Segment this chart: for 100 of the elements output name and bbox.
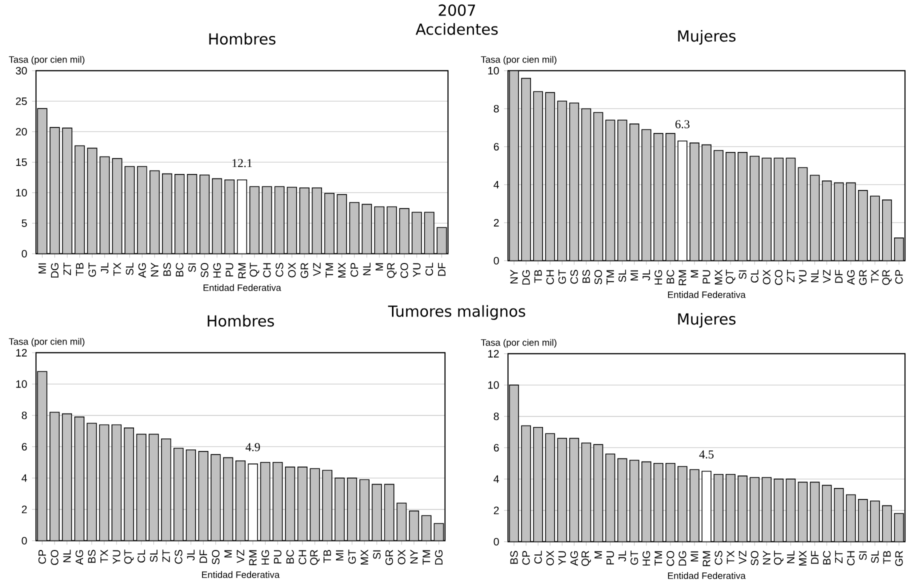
x-tick-label: M — [376, 263, 384, 270]
x-tick-label: RM — [238, 263, 246, 278]
x-tick-label: BS — [88, 550, 96, 563]
x-tick-label: JL — [618, 550, 626, 562]
x-tick-label: SL — [618, 270, 626, 282]
x-tick-label: AG — [138, 262, 146, 278]
x-tick-label: ZT — [162, 549, 170, 562]
y-tick-label: 4 — [22, 474, 27, 482]
x-tick-label: JL — [100, 262, 108, 274]
x-tick-label: MX — [714, 269, 722, 284]
x-axis-title: Entidad Federativa — [202, 570, 280, 578]
x-tick-label: QT — [250, 262, 260, 276]
text: Accidentes — [416, 22, 498, 35]
x-tick-label: DF — [835, 270, 843, 283]
x-tick-label: GT — [88, 262, 96, 276]
x-tick-label: MI — [336, 550, 344, 560]
y-tick-label: 2 — [494, 506, 499, 514]
x-tick-label: NL — [787, 550, 794, 563]
x-tick-label: AG — [847, 270, 855, 285]
x-tick-label: TB — [883, 550, 891, 564]
x-tick-label: PU — [702, 270, 710, 284]
y-tick-label: 2 — [22, 505, 27, 513]
x-tick-label: SI — [373, 550, 381, 559]
x-tick-label: CS — [276, 262, 284, 276]
x-tick-label: SO — [594, 270, 602, 284]
x-tick-label: TB — [324, 550, 331, 563]
x-tick-label: TM — [654, 551, 662, 566]
y-tick-label: 8 — [494, 412, 499, 420]
x-tick-label: ZT — [787, 269, 794, 282]
data-label: 4.5 — [699, 450, 714, 458]
chart-title: Mujeres — [678, 312, 736, 328]
x-tick-label: CL — [750, 270, 758, 282]
y-tick-label: 6 — [22, 442, 27, 450]
x-tick-label: GT — [630, 550, 638, 564]
y-tick-label: 30 — [16, 66, 27, 74]
y-tick-label: 0 — [494, 538, 499, 546]
y-tick-label: 10 — [16, 188, 27, 196]
x-tick-label: YU — [413, 263, 421, 277]
x-tick-label: NL — [363, 262, 371, 275]
x-tick-label: CS — [570, 270, 578, 284]
x-tick-label: CS — [174, 550, 182, 564]
x-tick-label: MX — [799, 550, 806, 566]
x-tick-label: GR — [300, 262, 308, 278]
y-tick-label: 10 — [488, 381, 499, 389]
x-tick-label: AG — [76, 550, 84, 565]
x-tick-label: TX — [100, 549, 108, 563]
x-tick-label: HG — [262, 550, 270, 564]
x-tick-label: TM — [422, 550, 430, 564]
x-axis-title: Entidad Federativa — [668, 572, 746, 579]
x-tick-label: RM — [702, 551, 710, 566]
x-tick-label: GT — [348, 549, 356, 564]
x-axis-title: Entidad Federativa — [668, 290, 746, 298]
x-tick-label: DG — [678, 550, 686, 566]
x-tick-label: SL — [126, 262, 134, 275]
x-tick-label: CL — [534, 550, 542, 564]
x-tick-label: TX — [726, 550, 734, 564]
y-tick-label: 12 — [16, 348, 27, 356]
y-tick-label: 10 — [488, 66, 499, 74]
x-tick-label: JL — [642, 270, 650, 280]
x-tick-label: MI — [690, 551, 698, 562]
x-tick-label: M — [690, 270, 698, 278]
y-tick-label: 0 — [494, 256, 499, 264]
x-tick-label: CS — [714, 550, 722, 564]
x-tick-label: YU — [558, 551, 566, 565]
x-tick-label: HG — [654, 270, 662, 284]
x-tick-label: QR — [882, 270, 892, 285]
y-tick-label: 5 — [22, 219, 27, 227]
x-tick-label: CL — [138, 550, 146, 562]
x-tick-label: PU — [606, 551, 614, 564]
x-tick-label: BS — [582, 270, 590, 283]
x-tick-label: BC — [176, 262, 184, 276]
x-tick-label: GR — [895, 550, 903, 566]
x-tick-label: TX — [871, 269, 879, 283]
x-tick-label: DG — [522, 270, 530, 284]
text: Tumores malignos — [388, 304, 526, 320]
x-tick-label: TM — [326, 263, 334, 278]
x-tick-label: QR — [387, 262, 397, 278]
x-tick-label: M — [224, 550, 232, 558]
y-tick-label: 15 — [16, 158, 27, 166]
x-tick-label: SO — [200, 262, 208, 278]
y-axis-title: Tasa (por cien mil) — [8, 338, 84, 346]
x-tick-label: DF — [438, 262, 446, 276]
x-tick-label: QT — [774, 550, 784, 565]
x-tick-label: TB — [76, 262, 84, 276]
x-tick-label: JL — [187, 550, 195, 560]
y-axis-title: Tasa (por cien mil) — [8, 56, 84, 64]
chart-title: Hombres — [208, 314, 274, 326]
x-tick-label: CP — [522, 550, 530, 564]
x-tick-label: CP — [895, 270, 903, 284]
y-tick-label: 4 — [494, 180, 499, 188]
x-tick-label: CH — [546, 270, 554, 284]
y-tick-label: 2 — [494, 218, 499, 226]
y-tick-label: 6 — [494, 142, 499, 150]
y-tick-label: 10 — [16, 380, 27, 388]
x-tick-label: HG — [213, 262, 221, 278]
x-tick-label: CO — [774, 270, 782, 285]
x-tick-label: VZ — [236, 550, 244, 563]
x-tick-label: BS — [163, 262, 171, 276]
chart-title: Mujeres — [678, 30, 736, 44]
x-tick-label: SO — [212, 550, 220, 564]
